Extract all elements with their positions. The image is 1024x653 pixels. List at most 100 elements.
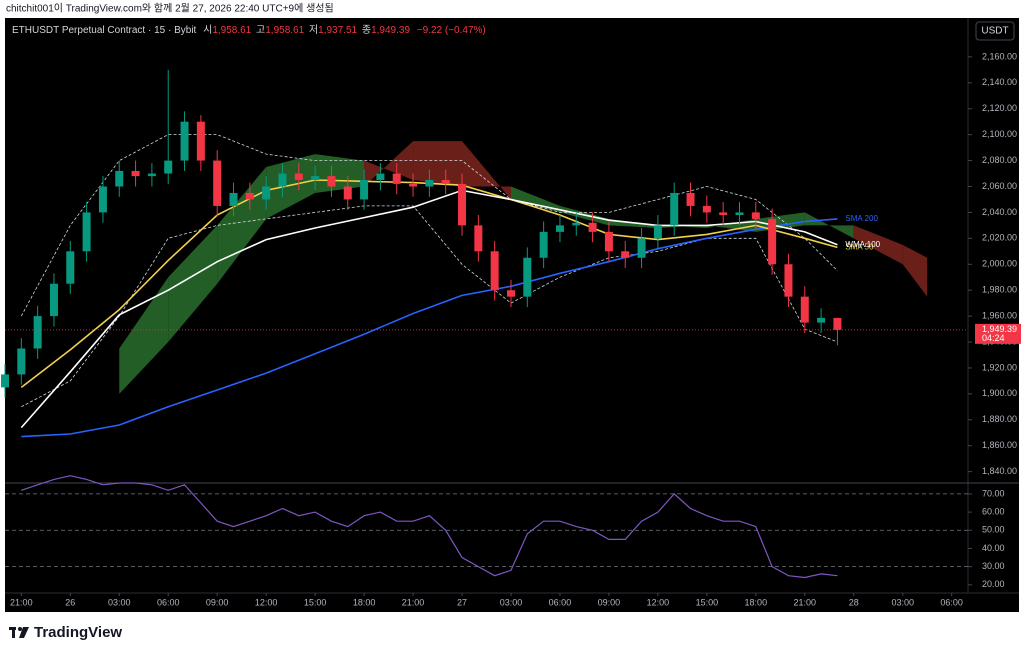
logo-part	[18, 627, 22, 631]
candle-body	[490, 251, 499, 291]
candle-body	[833, 317, 842, 330]
candle-body	[180, 121, 189, 161]
cloud-segment	[266, 154, 316, 219]
x-tick-label: 28	[849, 597, 859, 607]
candle-body	[229, 192, 238, 206]
legend: ETHUSDT Perpetual Contract · 15 · Bybit …	[12, 24, 486, 36]
x-tick-label: 12:00	[647, 597, 670, 607]
candle-body	[17, 348, 26, 375]
candle-body	[604, 231, 613, 252]
header: chitchit001이 TradingView.com와 함께 2월 27, …	[6, 3, 334, 15]
candle-body	[33, 316, 42, 349]
rsi-tick-label: 20.00	[982, 579, 1005, 589]
cloud-segment	[462, 141, 511, 200]
x-tick-label: 03:00	[891, 597, 914, 607]
rsi-tick-label: 40.00	[982, 543, 1005, 553]
rsi-tick-label: 60.00	[982, 506, 1005, 516]
candle-body	[98, 186, 107, 213]
candle-body	[49, 283, 58, 317]
candle-body	[637, 238, 646, 258]
cloud-segment	[168, 225, 218, 343]
cloud-segment	[413, 141, 463, 187]
candle-body	[800, 296, 809, 323]
x-tick-label: 06:00	[940, 597, 963, 607]
candle-body	[670, 192, 679, 226]
rsi-tick-label: 30.00	[982, 561, 1005, 571]
y-tick-label: 1,880.00	[982, 414, 1017, 424]
rsi-tick-label: 70.00	[982, 488, 1005, 498]
brand-logo	[9, 627, 29, 638]
candle-body	[523, 257, 532, 297]
last-price-label: 1,949.39	[982, 324, 1017, 334]
candle-body	[784, 264, 793, 297]
candle-body	[817, 317, 826, 323]
y-tick-label: 2,120.00	[982, 103, 1017, 113]
countdown: 04:24	[982, 333, 1005, 343]
candle-body	[1, 374, 9, 388]
brand: TradingView	[34, 624, 122, 641]
y-tick-label: 2,140.00	[982, 77, 1017, 87]
currency-button[interactable]	[975, 21, 1015, 41]
candle-body	[653, 225, 662, 239]
candle-body	[343, 186, 352, 200]
candle-body	[147, 173, 156, 177]
candle-body	[66, 251, 75, 284]
ohlc-label: 고	[256, 25, 265, 36]
candle-body	[392, 173, 401, 184]
x-tick-label: 18:00	[353, 597, 376, 607]
candle-body	[539, 231, 548, 258]
x-tick-label: 03:00	[500, 597, 523, 607]
x-tick-label: 21:00	[10, 597, 33, 607]
currency-label: USDT	[981, 26, 1008, 37]
cloud-segment	[804, 212, 854, 239]
rsi-line	[21, 475, 838, 579]
indicator-label: WMA 100	[845, 240, 880, 249]
candle-body	[115, 170, 124, 187]
cloud-segment	[364, 141, 414, 187]
candle-body	[588, 222, 597, 232]
candle-body	[474, 225, 483, 252]
x-tick-label: 09:00	[206, 597, 229, 607]
candle-body	[458, 183, 467, 226]
candle-body	[572, 222, 581, 226]
candle-body	[506, 290, 515, 297]
indicator-label: SMA 50	[845, 243, 874, 252]
candle-body	[245, 192, 254, 200]
ohlc-value: 1,937.51	[318, 25, 357, 36]
cloud-segment	[119, 277, 169, 394]
candle-body	[376, 173, 385, 181]
candle-body	[278, 173, 287, 187]
x-tick-label: 26	[65, 597, 75, 607]
y-tick-label: 1,840.00	[982, 466, 1017, 476]
logo-part	[12, 627, 15, 638]
y-tick-label: 2,020.00	[982, 233, 1017, 243]
x-tick-label: 06:00	[549, 597, 572, 607]
candle-body	[735, 212, 744, 216]
y-tick-label: 1,920.00	[982, 362, 1017, 372]
candle-body	[425, 180, 434, 187]
cloud-segment	[510, 186, 560, 213]
candle-body	[164, 160, 173, 174]
candle-body	[82, 212, 91, 252]
candle-body	[131, 170, 140, 177]
candle-body	[196, 121, 205, 161]
y-tick-label: 1,860.00	[982, 440, 1017, 450]
y-tick-label: 2,000.00	[982, 259, 1017, 269]
candle-body	[751, 212, 760, 219]
indicator-line	[20, 179, 838, 389]
ohlc-value: 1,958.61	[212, 25, 251, 36]
ohlc-label: 저	[309, 24, 318, 36]
y-tick-label: 2,100.00	[982, 129, 1017, 139]
candle-body	[360, 180, 369, 200]
cloud-segment	[853, 225, 903, 265]
x-tick-label: 06:00	[157, 597, 180, 607]
indicator-label: SMA 200	[845, 214, 878, 223]
x-tick-label: 03:00	[108, 597, 131, 607]
candle-body	[262, 186, 271, 200]
candle-body	[686, 192, 695, 206]
candle-body	[702, 205, 711, 213]
logo-part	[19, 627, 29, 638]
x-tick-label: 15:00	[696, 597, 719, 607]
indicator-line	[20, 189, 838, 429]
